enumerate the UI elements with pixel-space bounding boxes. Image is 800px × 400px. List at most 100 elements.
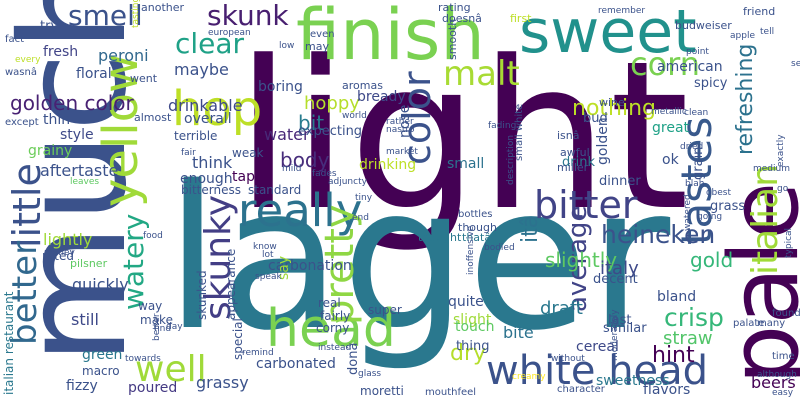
word: speak bbox=[255, 272, 282, 282]
word: almost bbox=[134, 111, 172, 124]
word: fresh bbox=[43, 44, 79, 60]
word: time bbox=[772, 351, 795, 362]
word: overall bbox=[184, 111, 232, 127]
word: instead bbox=[318, 343, 352, 353]
word: found bbox=[772, 308, 800, 319]
word: macro bbox=[82, 364, 120, 378]
word: fact bbox=[5, 34, 25, 45]
word: skunked bbox=[195, 270, 209, 320]
word: awful bbox=[560, 146, 590, 159]
word: bud bbox=[583, 111, 608, 126]
word: super bbox=[368, 303, 402, 317]
word: fades bbox=[312, 169, 337, 179]
word: money bbox=[44, 248, 75, 258]
word: malt bbox=[443, 54, 520, 94]
word: thatâ bbox=[462, 231, 492, 244]
word: aftertaste bbox=[40, 161, 119, 180]
word: light bbox=[235, 18, 690, 256]
word: easy bbox=[772, 388, 794, 398]
word: weak bbox=[232, 146, 264, 160]
word: fizzy bbox=[66, 378, 98, 394]
word: itâ bbox=[518, 214, 543, 243]
word: dried bbox=[680, 142, 704, 152]
word: inoffensive bbox=[466, 225, 476, 275]
word: skunk bbox=[207, 0, 289, 32]
word: poured bbox=[128, 380, 178, 396]
word: typical bbox=[784, 227, 794, 258]
word: smell bbox=[68, 0, 143, 32]
word: peroni bbox=[98, 46, 149, 65]
word: going bbox=[697, 212, 723, 222]
word: real bbox=[318, 296, 341, 310]
word: market bbox=[386, 147, 418, 157]
word: first bbox=[510, 12, 532, 25]
word: except bbox=[5, 117, 39, 128]
word: style bbox=[60, 127, 94, 143]
word: boring bbox=[258, 79, 303, 95]
word: food bbox=[143, 231, 163, 241]
word: day bbox=[166, 322, 183, 332]
word: bit bbox=[298, 111, 325, 135]
word: cereal bbox=[576, 339, 619, 355]
word: wasnâ bbox=[5, 67, 37, 78]
word: bite bbox=[503, 323, 534, 342]
word: bottles bbox=[458, 209, 493, 220]
word: make bbox=[140, 313, 173, 327]
word: white head bbox=[486, 348, 709, 394]
word: gold bbox=[690, 248, 734, 272]
word: tasting bbox=[131, 0, 141, 28]
word: touch bbox=[455, 319, 495, 335]
word: point bbox=[686, 47, 709, 57]
word: without bbox=[551, 354, 585, 364]
word: dinner bbox=[599, 174, 641, 189]
word: water bbox=[264, 125, 310, 144]
word: obest bbox=[706, 188, 731, 198]
word: another bbox=[141, 1, 185, 14]
word: beers bbox=[751, 373, 796, 392]
word: grassy bbox=[196, 373, 249, 392]
word: bodied bbox=[484, 243, 515, 253]
word: thing bbox=[456, 339, 490, 354]
word: mild bbox=[282, 164, 302, 174]
word: quickly bbox=[72, 275, 129, 294]
word: straw bbox=[663, 328, 713, 349]
word: grainy bbox=[28, 143, 73, 159]
word: remind bbox=[242, 348, 274, 358]
word: smooth bbox=[446, 18, 459, 60]
word: fairly bbox=[320, 309, 351, 323]
word: italian bbox=[745, 163, 786, 275]
word: corn bbox=[630, 45, 701, 83]
word: body bbox=[280, 148, 330, 172]
word: blah bbox=[685, 179, 705, 189]
word: thin bbox=[43, 112, 71, 128]
word: similar bbox=[603, 321, 647, 336]
word: watery bbox=[117, 213, 150, 310]
word: moderately bbox=[610, 309, 620, 361]
word: isnâ bbox=[557, 129, 580, 142]
word: well bbox=[135, 349, 207, 390]
word: green bbox=[82, 347, 123, 363]
word: sweet bbox=[519, 0, 697, 67]
word: crisp bbox=[664, 303, 724, 332]
word: every bbox=[15, 55, 41, 65]
word: drinkable bbox=[168, 96, 243, 115]
word: terrible bbox=[174, 129, 218, 143]
word: clear bbox=[175, 27, 245, 60]
word: miller bbox=[557, 161, 589, 174]
word: doesnâ bbox=[442, 12, 482, 25]
word: last bbox=[608, 313, 632, 328]
word: palate bbox=[733, 318, 765, 329]
word: creamy bbox=[512, 372, 546, 382]
word: head bbox=[266, 299, 396, 359]
word: leaves bbox=[70, 177, 100, 187]
word: heineken bbox=[601, 220, 716, 249]
word: metallic bbox=[651, 107, 687, 117]
word: rated bbox=[42, 249, 74, 263]
word: hop bbox=[172, 81, 263, 137]
word: go bbox=[777, 184, 789, 194]
word: drink bbox=[562, 155, 595, 170]
word: italy bbox=[600, 258, 639, 279]
word: ok bbox=[662, 152, 679, 168]
word: nastro bbox=[386, 125, 415, 135]
word: towards bbox=[125, 354, 161, 364]
